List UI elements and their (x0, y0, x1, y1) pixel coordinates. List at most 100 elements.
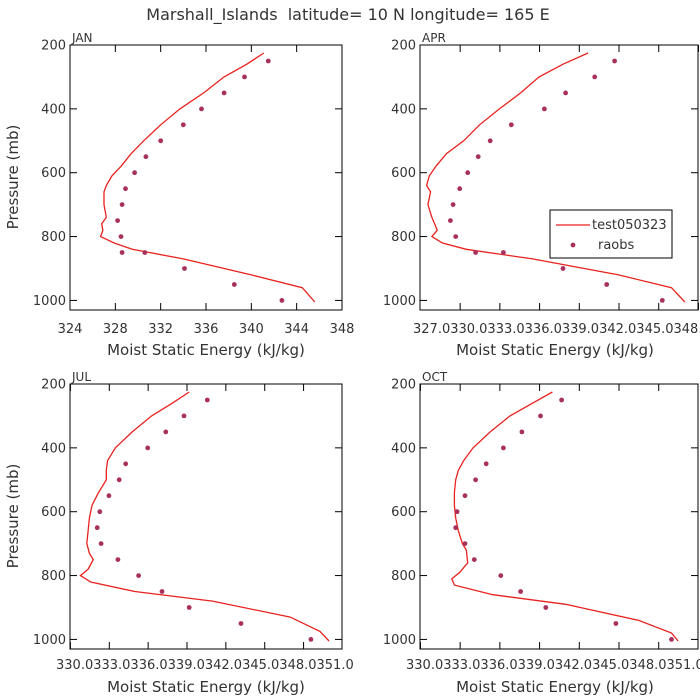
y-axis-label: Pressure (mb) (4, 125, 22, 230)
y-tick-label: 1000 (383, 294, 416, 309)
raobs-point (473, 477, 478, 483)
raobs-point (473, 250, 478, 255)
raobs-point (98, 541, 104, 546)
raobs-point (538, 413, 543, 419)
tick-layer: 200 400 600 800 1000 (383, 39, 699, 310)
raobs-point (519, 429, 525, 435)
panel-title: JUL (71, 370, 91, 384)
y-tick-label: 1000 (33, 294, 66, 309)
raobs-point (106, 493, 112, 499)
panel-title: JAN (71, 31, 93, 45)
raobs-point (462, 541, 468, 546)
x-tick-label: 324 (58, 322, 83, 337)
raobs-point (483, 461, 489, 467)
raobs-point (462, 493, 468, 499)
tick-layer: 200 400 600 800 1000 (33, 378, 343, 649)
raobs-point (308, 637, 314, 642)
mark-layer (451, 391, 679, 642)
mark-layer (99, 52, 316, 303)
x-tick-label: 340 (239, 322, 264, 337)
raobs-point (136, 573, 142, 578)
raobs-point (659, 298, 665, 303)
panel-apr: APR 327.0330.0333.0336.0339.0342.0345.03… (383, 31, 700, 359)
figure-title: Marshall_Islands latitude= 10 N longitud… (146, 5, 549, 25)
raobs-point (181, 413, 187, 419)
raobs-point (669, 637, 674, 642)
panel-jul: JUL 330.0333.0336.0339.0342.0345.0348.03… (4, 370, 354, 696)
legend-box (549, 209, 673, 259)
y-tick-label: 200 (391, 39, 416, 54)
x-tick-label: 336 (194, 322, 219, 337)
raobs-point (163, 429, 169, 435)
model-profile-line (99, 52, 316, 303)
x-axis-label: Moist Static Energy (kJ/kg) (456, 341, 654, 359)
legend-model-label: test050323 (592, 218, 667, 233)
raobs-point (186, 605, 192, 610)
x-axis-label: Moist Static Energy (kJ/kg) (107, 678, 305, 696)
raobs-point (612, 58, 617, 64)
x-tick-labels: 330.0333.0336.0339.0342.0345.0348.0351.0 (56, 658, 354, 673)
raobs-point (119, 202, 125, 208)
x-axis-label: Moist Static Energy (kJ/kg) (456, 678, 654, 696)
raobs-point (123, 461, 129, 467)
raobs-point (159, 589, 165, 594)
raobs-point (543, 605, 549, 610)
raobs-point (221, 90, 227, 96)
raobs-point (475, 154, 481, 160)
y-tick-label: 600 (391, 505, 416, 520)
raobs-point (115, 218, 120, 224)
raobs-point (613, 621, 619, 626)
model-profile-line (79, 391, 330, 642)
x-tick-label: 332 (148, 322, 173, 337)
y-axis-label: Pressure (mb) (4, 464, 22, 569)
raobs-point (559, 397, 564, 403)
raobs-point (592, 74, 598, 80)
y-tick-label: 200 (41, 39, 66, 54)
raobs-point (180, 122, 186, 128)
raobs-point (119, 250, 125, 255)
legend-obs-label: raobs (598, 238, 635, 253)
mark-layer (425, 52, 686, 303)
raobs-point (279, 298, 285, 303)
panel-jan: JAN 200 400 600 800 1000 324 328 332 336 340 344 34… (4, 31, 354, 359)
y-tick-label: 800 (41, 569, 66, 584)
x-tick-label: 328 (103, 322, 128, 337)
raobs-point (448, 218, 453, 224)
mark-layer (79, 391, 330, 642)
raobs-point (501, 445, 506, 451)
raobs-point (115, 557, 121, 562)
y-tick-label: 600 (41, 166, 66, 181)
raobs-point (453, 234, 459, 240)
raobs-point (542, 106, 547, 112)
panel-frame (419, 44, 699, 311)
raobs-point (471, 557, 477, 562)
raobs-point (204, 397, 210, 403)
raobs-point (142, 250, 148, 255)
y-tick-label: 200 (41, 378, 66, 393)
raobs-point (454, 509, 460, 515)
raobs-point (508, 122, 514, 128)
raobs-point (242, 74, 247, 80)
raobs-point (132, 170, 138, 176)
raobs-point (563, 90, 568, 96)
panel-title: APR (422, 31, 446, 45)
model-profile-line (425, 52, 686, 303)
raobs-point (116, 477, 122, 483)
y-tick-label: 400 (391, 441, 416, 456)
y-tick-label: 200 (391, 378, 416, 393)
raobs-point (123, 186, 128, 192)
raobs-point (498, 573, 504, 578)
raobs-point (182, 266, 187, 271)
raobs-point (265, 58, 271, 64)
raobs-point (560, 266, 566, 271)
y-tick-label: 800 (391, 230, 416, 245)
raobs-point (457, 186, 463, 192)
raobs-point (199, 106, 204, 112)
raobs-point (118, 234, 124, 240)
raobs-point (487, 138, 493, 144)
y-tick-label: 600 (41, 505, 66, 520)
y-tick-label: 800 (41, 230, 66, 245)
panel-oct: OCT 330.0333.0336.0339.0342.0345.0348.03… (383, 370, 700, 696)
raobs-point (238, 621, 244, 626)
